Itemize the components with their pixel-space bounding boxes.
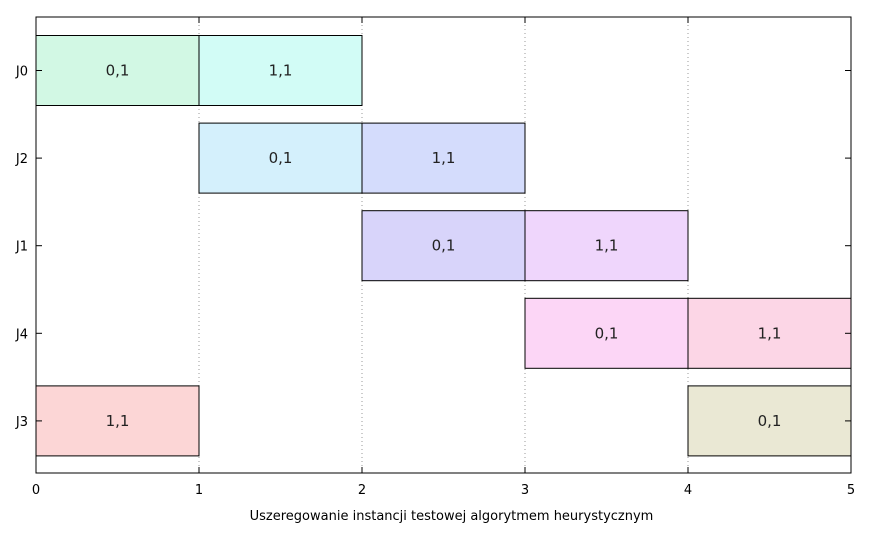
x-tick-label: 0 bbox=[32, 483, 40, 498]
task-bar-label: 1,1 bbox=[269, 62, 293, 80]
task-bar-label: 1,1 bbox=[595, 237, 619, 255]
task-bar-label: 0,1 bbox=[432, 237, 456, 255]
plot-frame bbox=[35, 16, 852, 474]
y-tick-label: J4 bbox=[15, 327, 28, 342]
x-tick-label: 2 bbox=[358, 483, 366, 498]
y-tick-label: J3 bbox=[15, 415, 28, 430]
task-bar bbox=[198, 35, 363, 106]
axis-labels: 0 1 2 3 4 5 J0 J2 J1 J4 J3 bbox=[15, 65, 855, 499]
x-axis-title: Uszeregowanie instancji testowej algoryt… bbox=[250, 509, 654, 524]
task-bar bbox=[361, 210, 526, 282]
task-bar-label: 0,1 bbox=[106, 62, 130, 80]
x-tick-label: 1 bbox=[195, 483, 203, 498]
task-bar-label: 0,1 bbox=[595, 324, 619, 342]
task-bar bbox=[687, 385, 852, 457]
task-bar-label: 1,1 bbox=[106, 412, 130, 430]
task-bar-label: 0,1 bbox=[758, 412, 782, 430]
x-tick-label: 4 bbox=[684, 483, 692, 498]
x-tick-label: 3 bbox=[521, 483, 529, 498]
task-bar bbox=[361, 122, 526, 194]
task-bar bbox=[35, 35, 200, 106]
task-bar bbox=[198, 122, 363, 194]
y-tick-label: J2 bbox=[15, 152, 28, 167]
task-bars: 0,1 1,1 0,1 1,1 0,1 1,1 0,1 1,1 1,1 0,1 bbox=[35, 35, 852, 457]
axis-ticks bbox=[35, 17, 852, 473]
task-bar bbox=[524, 210, 689, 282]
task-bar-label: 1,1 bbox=[432, 149, 456, 167]
y-tick-label: J1 bbox=[15, 240, 28, 255]
task-bar-label: 0,1 bbox=[269, 149, 293, 167]
x-tick-label: 5 bbox=[847, 483, 855, 498]
task-bar bbox=[35, 385, 200, 457]
task-bar-label: 1,1 bbox=[758, 324, 782, 342]
y-tick-label: J0 bbox=[15, 65, 28, 80]
